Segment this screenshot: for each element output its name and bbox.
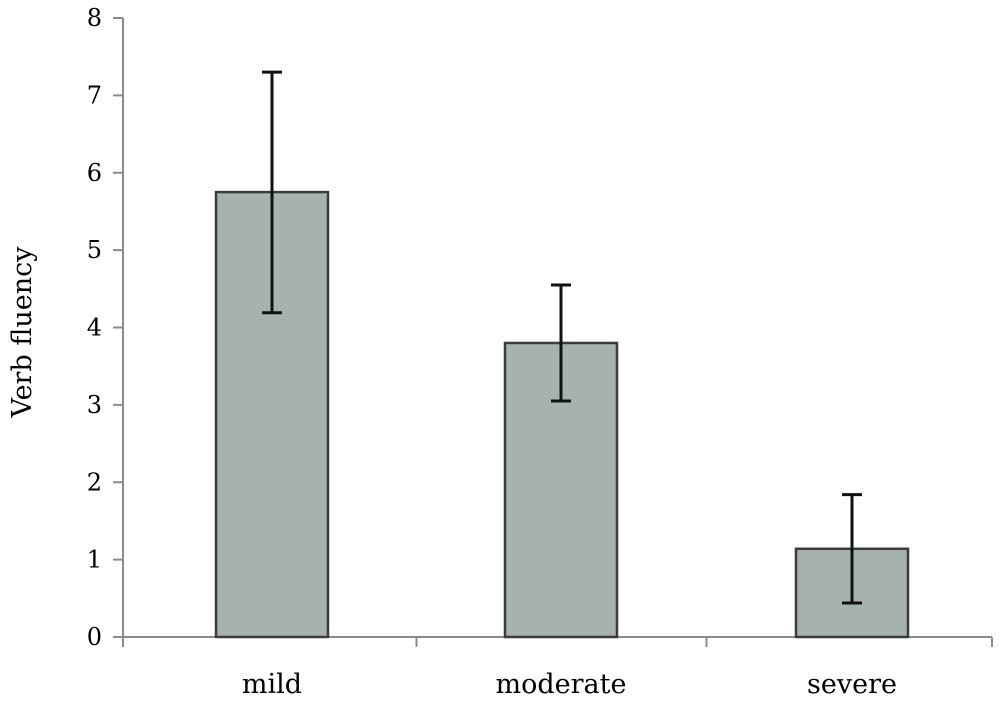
y-tick-label: 5	[87, 236, 102, 264]
y-tick-label: 3	[87, 391, 102, 419]
y-tick-label: 4	[87, 314, 102, 342]
error-bars-group	[262, 70, 862, 605]
x-category-label: severe	[807, 669, 897, 699]
y-tick-label: 2	[87, 468, 102, 496]
y-tick-label: 7	[87, 81, 102, 109]
x-category-label: mild	[242, 669, 302, 699]
x-category-label: moderate	[496, 669, 627, 699]
bars-group	[214, 190, 910, 639]
y-tick-label: 8	[87, 4, 102, 32]
y-tick-label: 6	[87, 159, 102, 187]
labels-group: 0 1 2 3 4 5 6 7 8 mild moderate severe	[87, 4, 897, 700]
y-tick-label: 1	[87, 546, 102, 574]
y-axis-title: Verb fluency	[7, 246, 38, 419]
y-tick-label: 0	[87, 623, 102, 651]
